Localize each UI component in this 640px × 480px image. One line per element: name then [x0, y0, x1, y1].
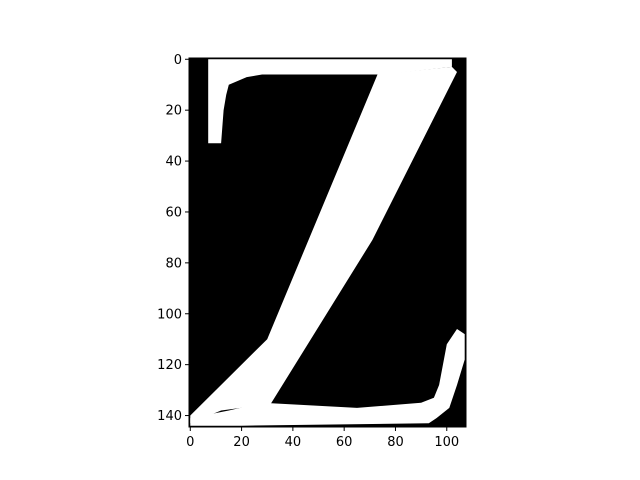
- glyph-diagonal-stroke: [190, 66, 458, 424]
- x-tick-label: 100: [434, 435, 459, 450]
- glyph-top-bar: [208, 59, 452, 144]
- y-tick-label: 120: [157, 358, 182, 373]
- y-tick-label: 60: [165, 205, 182, 220]
- plot-area: [188, 57, 467, 428]
- x-tick-label: 80: [387, 435, 404, 450]
- x-tick-label: 20: [233, 435, 250, 450]
- y-axis: 0 20 40 60 80 100 120 140: [157, 53, 189, 424]
- x-tick-label: 0: [186, 435, 194, 450]
- y-tick-label: 140: [157, 409, 182, 424]
- x-tick-label: 60: [336, 435, 353, 450]
- y-tick-label: 40: [165, 155, 182, 170]
- y-tick-label: 100: [157, 307, 182, 322]
- x-axis: 0 20 40 60 80 100: [186, 427, 459, 450]
- glyph-layer: [190, 59, 465, 426]
- x-tick-label: 40: [285, 435, 302, 450]
- y-tick-label: 0: [174, 53, 182, 68]
- y-tick-label: 20: [165, 104, 182, 119]
- axes-frame: [188, 57, 467, 428]
- glyph-bottom-bar: [190, 329, 465, 426]
- y-tick-label: 80: [165, 256, 182, 271]
